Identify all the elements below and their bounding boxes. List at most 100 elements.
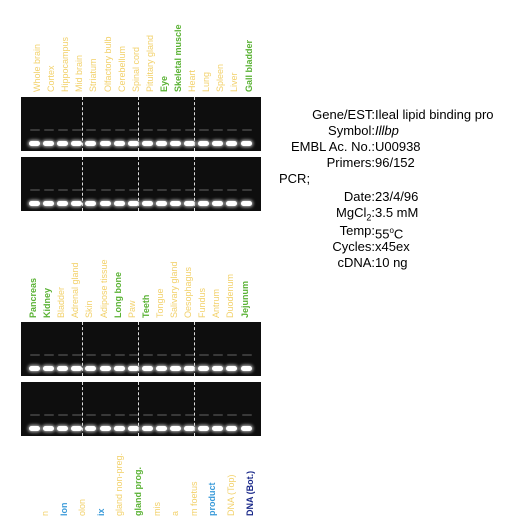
lane-label: Long bone (113, 272, 123, 318)
gel-band (142, 201, 153, 206)
cdna-key: cDNA: (278, 255, 375, 270)
lane-label: Mid brain (74, 55, 84, 92)
gel-band (170, 201, 181, 206)
gel-band (100, 426, 111, 431)
lane-label: product (207, 483, 217, 516)
symbol-key: Symbol: (278, 123, 375, 138)
gel-faint-band (242, 354, 252, 356)
gel-image-panel-2-bottom (21, 382, 261, 436)
lane-label: Spinal cord (131, 47, 141, 92)
lane-group-divider (82, 322, 83, 376)
gel-faint-band (157, 129, 167, 131)
gel-band (29, 426, 40, 431)
lane-label: Skin (84, 300, 94, 318)
lane-group-divider (82, 97, 83, 151)
gel-faint-band (86, 129, 96, 131)
gel-faint-band (213, 354, 223, 356)
lane-group-divider (138, 382, 139, 436)
gel-faint-band (157, 189, 167, 191)
gel-band (71, 426, 82, 431)
gel-band (226, 141, 237, 146)
lane-label: Jejunum (240, 281, 250, 318)
cdna-value: 10 ng (375, 255, 408, 270)
gel-faint-band (143, 354, 153, 356)
cycles-value: x45ex (375, 239, 410, 254)
lane-label: Skeletal muscle (173, 24, 183, 92)
gel-band (156, 201, 167, 206)
lane-label: Teeth (141, 295, 151, 318)
gel-faint-band (30, 414, 40, 416)
gel-band (226, 201, 237, 206)
gel-band (43, 201, 54, 206)
gel-band (212, 201, 223, 206)
symbol-value: Illbp (375, 123, 399, 138)
lane-label: Whole brain (32, 44, 42, 92)
lane-label: gland prog. (133, 467, 143, 516)
lane-label: Lung (201, 72, 211, 92)
gel-band (198, 366, 209, 371)
lane-label: Antrum (211, 289, 221, 318)
gel-faint-band (143, 414, 153, 416)
gel-faint-band (58, 354, 68, 356)
lane-label: gland non-preg. (114, 453, 124, 516)
gel-band (57, 366, 68, 371)
gel-band (100, 141, 111, 146)
gel-band (57, 141, 68, 146)
gel-band (71, 141, 82, 146)
gel-band (85, 426, 96, 431)
lane-group-divider (138, 97, 139, 151)
gel-band (212, 426, 223, 431)
gel-band (29, 366, 40, 371)
date-key: Date: (278, 189, 375, 204)
gel-faint-band (115, 414, 125, 416)
gel-band (156, 141, 167, 146)
gel-faint-band (157, 414, 167, 416)
gel-band (170, 366, 181, 371)
gel-faint-band (242, 129, 252, 131)
gel-faint-band (171, 414, 181, 416)
lane-group-divider (82, 382, 83, 436)
lane-label: DNA (Bot.) (245, 471, 255, 516)
gel-band (85, 141, 96, 146)
gel-faint-band (86, 189, 96, 191)
gel-image-panel-1-bottom (21, 157, 261, 211)
gel-band (57, 201, 68, 206)
gel-band (114, 201, 125, 206)
gel-band (170, 426, 181, 431)
lane-label: Hippocampus (60, 37, 70, 92)
lane-label: Tongue (155, 288, 165, 318)
gel-band (43, 426, 54, 431)
lane-label: Bladder (56, 287, 66, 318)
lane-label: Pancreas (28, 278, 38, 318)
lane-label: Liver (229, 72, 239, 92)
gel-faint-band (143, 189, 153, 191)
gel-band (241, 366, 252, 371)
gel-faint-band (30, 129, 40, 131)
lane-label: m foetus (189, 481, 199, 516)
date-value: 23/4/96 (375, 189, 418, 204)
gel-faint-band (227, 354, 237, 356)
lane-group-divider (194, 157, 195, 211)
gel-band (29, 201, 40, 206)
gel-band (198, 201, 209, 206)
lane-label: Adrenal gland (70, 262, 80, 318)
gel-faint-band (72, 129, 82, 131)
gel-band (226, 426, 237, 431)
gel-faint-band (30, 354, 40, 356)
gel-faint-band (242, 414, 252, 416)
gel-faint-band (72, 354, 82, 356)
mgcl-value: 3.5 mM (375, 205, 418, 220)
gel-faint-band (58, 189, 68, 191)
gel-band (170, 141, 181, 146)
lane-label: Eye (159, 76, 169, 92)
gel-faint-band (115, 354, 125, 356)
gel-band (142, 141, 153, 146)
gel-faint-band (101, 414, 111, 416)
lane-label: Cerebellum (117, 46, 127, 92)
gel-band (241, 141, 252, 146)
gel-faint-band (199, 354, 209, 356)
gel-faint-band (213, 414, 223, 416)
lane-group-divider (138, 157, 139, 211)
gel-faint-band (58, 129, 68, 131)
gel-band (241, 426, 252, 431)
